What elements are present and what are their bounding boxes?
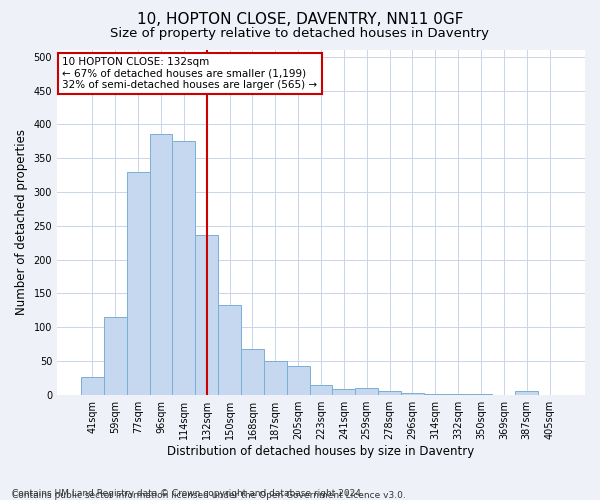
Bar <box>81 377 104 394</box>
Bar <box>355 388 378 394</box>
Bar <box>378 392 401 394</box>
Text: 10, HOPTON CLOSE, DAVENTRY, NN11 0GF: 10, HOPTON CLOSE, DAVENTRY, NN11 0GF <box>137 12 463 28</box>
Bar <box>310 384 332 394</box>
Bar <box>218 306 241 394</box>
Bar <box>241 348 264 395</box>
Bar <box>104 317 127 394</box>
Bar <box>127 172 149 394</box>
Bar <box>264 361 287 394</box>
Bar <box>332 390 355 394</box>
Bar <box>172 141 196 395</box>
X-axis label: Distribution of detached houses by size in Daventry: Distribution of detached houses by size … <box>167 444 475 458</box>
Text: Contains HM Land Registry data © Crown copyright and database right 2024.: Contains HM Land Registry data © Crown c… <box>12 488 364 498</box>
Y-axis label: Number of detached properties: Number of detached properties <box>15 130 28 316</box>
Bar <box>149 134 172 394</box>
Bar <box>287 366 310 394</box>
Bar <box>515 390 538 394</box>
Bar <box>196 234 218 394</box>
Text: Contains public sector information licensed under the Open Government Licence v3: Contains public sector information licen… <box>12 491 406 500</box>
Text: 10 HOPTON CLOSE: 132sqm
← 67% of detached houses are smaller (1,199)
32% of semi: 10 HOPTON CLOSE: 132sqm ← 67% of detache… <box>62 57 317 90</box>
Text: Size of property relative to detached houses in Daventry: Size of property relative to detached ho… <box>110 28 490 40</box>
